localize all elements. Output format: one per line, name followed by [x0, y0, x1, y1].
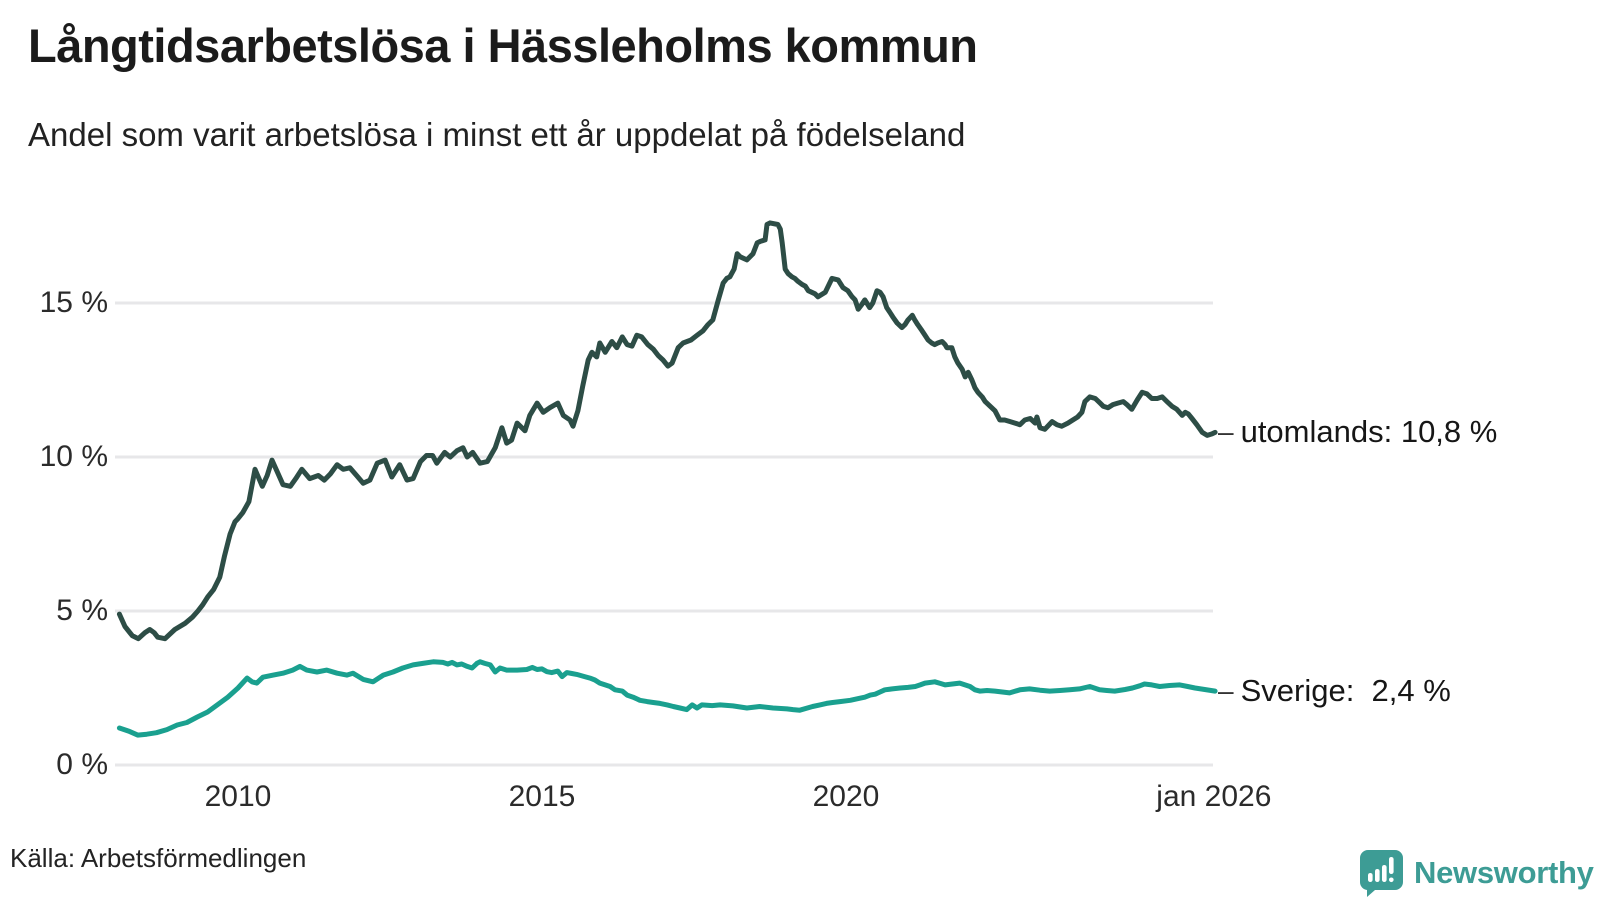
x-tick-label-2015: 2015 [508, 780, 576, 813]
speech-bubble-shape [1359, 850, 1403, 897]
x-tick-label-2010: 2010 [204, 780, 272, 813]
x-tick-label-2020: 2020 [812, 780, 880, 813]
y-tick-label-10: 10 % [39, 440, 108, 473]
leader-dash-icon: – [1218, 675, 1234, 707]
page-subtitle: Andel som varit arbetslösa i minst ett å… [28, 116, 966, 153]
x-tick-label-jan-2026: jan 2026 [1156, 780, 1272, 813]
series-lines [116, 220, 1218, 738]
series-label-utomlands: – utomlands: 10,8 % [1218, 411, 1497, 453]
newsworthy-logo[interactable]: Newsworthy [1358, 848, 1594, 897]
y-tick-label-0: 0 % [56, 748, 108, 781]
series-label-sverige-text: Sverige: 2,4 % [1240, 673, 1451, 709]
series-label-utomlands-text: utomlands: 10,8 % [1240, 414, 1498, 450]
sverige-line [116, 659, 1218, 738]
newsworthy-speech-bubble-icon [1359, 850, 1403, 897]
newsworthy-wordmark: Newsworthy [1414, 854, 1594, 890]
bar-chart-glyph [1368, 857, 1394, 883]
source-note: Källa: Arbetsförmedlingen [10, 843, 307, 873]
utomlands-line [116, 220, 1218, 642]
y-tick-label-15: 15 % [39, 286, 108, 319]
series-label-sverige: – Sverige: 2,4 % [1218, 670, 1451, 712]
leader-dash-icon: – [1218, 416, 1234, 448]
page-title: Långtidsarbetslösa i Hässleholms kommun [28, 19, 978, 72]
y-tick-label-5: 5 % [56, 594, 108, 627]
gridlines [115, 301, 1213, 767]
